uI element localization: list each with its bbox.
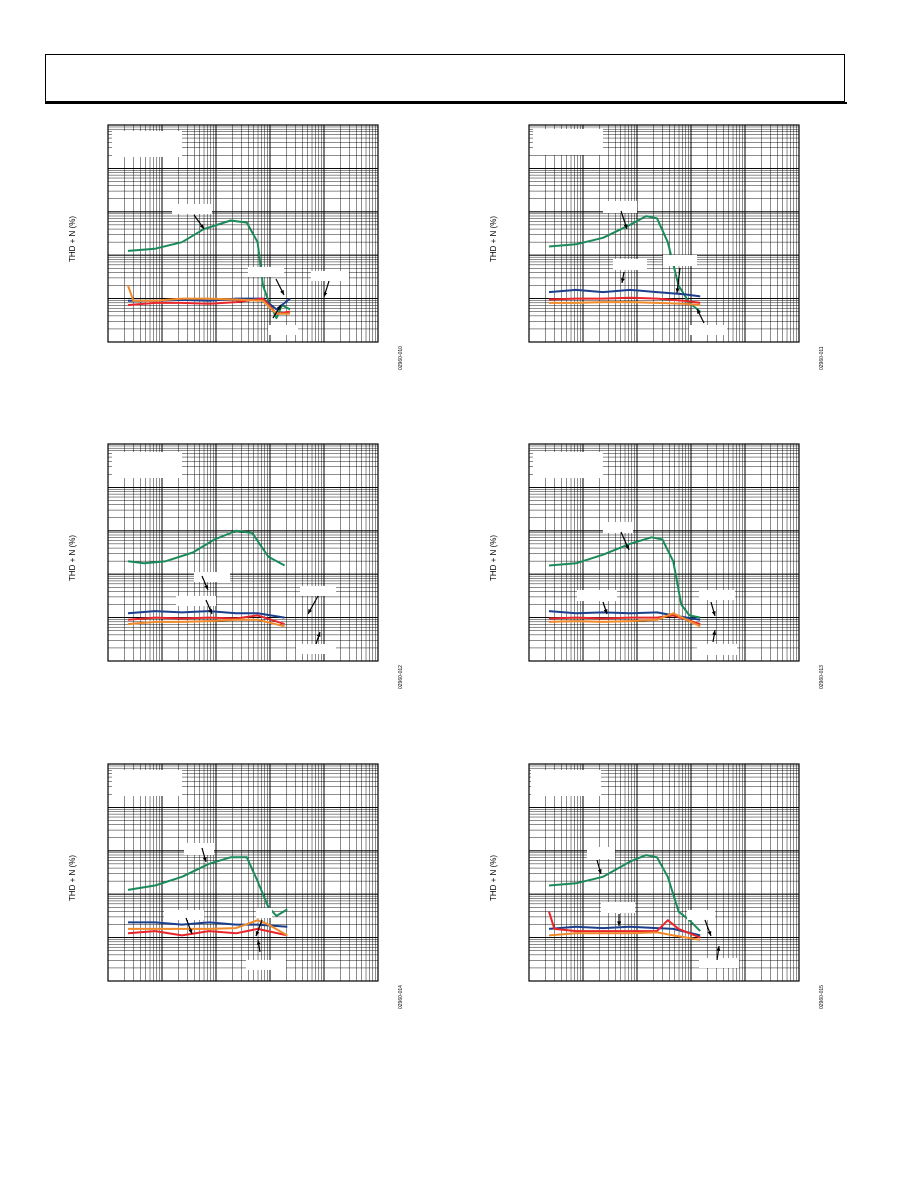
arrow-head-icon [202, 857, 207, 862]
annotation-box [603, 522, 633, 533]
chart-panel: THD + N (%) 02960-014 [63, 754, 413, 1021]
chart-plot [107, 443, 379, 662]
series-line-green [127, 856, 288, 917]
annotation-box [112, 770, 182, 796]
series-line-orange [127, 285, 290, 315]
series-line-navy [128, 921, 288, 928]
arrow-head-icon [675, 288, 680, 293]
annotation-box [256, 908, 272, 918]
plot-frame [528, 124, 800, 343]
annotation-box [268, 325, 298, 335]
series-line-orange [548, 931, 701, 941]
arrow-head-icon [625, 545, 629, 550]
series-line-red [127, 614, 285, 626]
series-line-navy [548, 925, 701, 937]
series-line-orange [128, 919, 288, 937]
annotation-box [311, 271, 349, 281]
chart-panel: THD + N (%) 02960-013 [484, 434, 834, 701]
arrow-head-icon [603, 609, 608, 614]
chart-plot [107, 124, 379, 343]
annotation-box [248, 267, 284, 277]
arrow-head-icon [711, 611, 716, 616]
series-line-red [548, 614, 701, 626]
annotation-box [533, 129, 603, 155]
series-line-navy [548, 288, 701, 298]
header-rule [45, 102, 847, 104]
annotation-box [246, 960, 286, 970]
annotation-box [112, 131, 182, 157]
plot-frame [528, 763, 800, 982]
plot-frame [107, 124, 379, 343]
arrow-head-icon [697, 309, 701, 314]
page-header-box [45, 54, 845, 102]
annotation-box [194, 572, 230, 582]
series-line-red [548, 911, 701, 939]
series-line-red [127, 927, 288, 937]
annotation-box [663, 255, 697, 266]
series-line-green [548, 536, 701, 619]
annotation-box [533, 452, 603, 478]
annotation-box [587, 847, 615, 859]
arrow-head-icon [256, 940, 261, 945]
arrow-head-icon [707, 931, 712, 936]
series-line-green [127, 529, 286, 567]
arrow-head-icon [188, 929, 193, 934]
annotation-box [176, 596, 216, 606]
annotation-box [689, 325, 727, 335]
annotation-box [164, 910, 204, 920]
annotation-box [577, 590, 617, 601]
arrow-head-icon [316, 632, 321, 637]
series-line-green [127, 219, 291, 320]
series-line-red [548, 296, 701, 304]
series-line-orange [127, 618, 285, 628]
series-line-orange [548, 612, 701, 628]
annotation-box [296, 644, 336, 654]
annotation-box [112, 452, 182, 478]
arrow-head-icon [276, 305, 281, 310]
plot-frame [107, 443, 379, 662]
arrow-head-icon [623, 224, 628, 229]
chart-plot [528, 443, 800, 662]
arrow-head-icon [323, 292, 328, 297]
chart-panel: THD + N (%) 02960-010 [63, 115, 413, 382]
annotation-box [697, 644, 737, 655]
arrow-head-icon [617, 921, 621, 926]
arrow-head-icon [204, 585, 208, 590]
series-line-green [548, 854, 701, 932]
annotation-box [603, 201, 637, 213]
chart-plot [528, 124, 800, 343]
plot-frame [528, 443, 800, 662]
arrow-head-icon [716, 946, 721, 951]
annotation-box [531, 770, 601, 796]
annotation-box [184, 843, 214, 855]
arrow-head-icon [255, 931, 260, 936]
annotation-box [687, 910, 715, 920]
annotation-box [300, 586, 336, 596]
chart-panel: THD + N (%) 02960-012 [63, 434, 413, 701]
plot-frame [107, 763, 379, 982]
series-line-orange [549, 301, 701, 307]
annotation-box [172, 204, 212, 214]
chart-plot [107, 763, 379, 982]
annotation-box [699, 590, 735, 600]
arrow-head-icon [280, 290, 284, 295]
arrow-head-icon [208, 609, 212, 614]
chart-plot [528, 763, 800, 982]
chart-panel: THD + N (%) 02960-015 [484, 754, 834, 1021]
annotation-box [601, 902, 635, 913]
arrow-head-icon [597, 869, 602, 874]
arrow-head-icon [712, 630, 717, 635]
annotation-box [613, 259, 647, 270]
chart-panel: THD + N (%) 02960-011 [484, 115, 834, 382]
annotation-box [699, 958, 739, 968]
arrow-head-icon [620, 278, 625, 283]
arrow-head-icon [199, 224, 204, 229]
arrow-head-icon [308, 609, 312, 614]
